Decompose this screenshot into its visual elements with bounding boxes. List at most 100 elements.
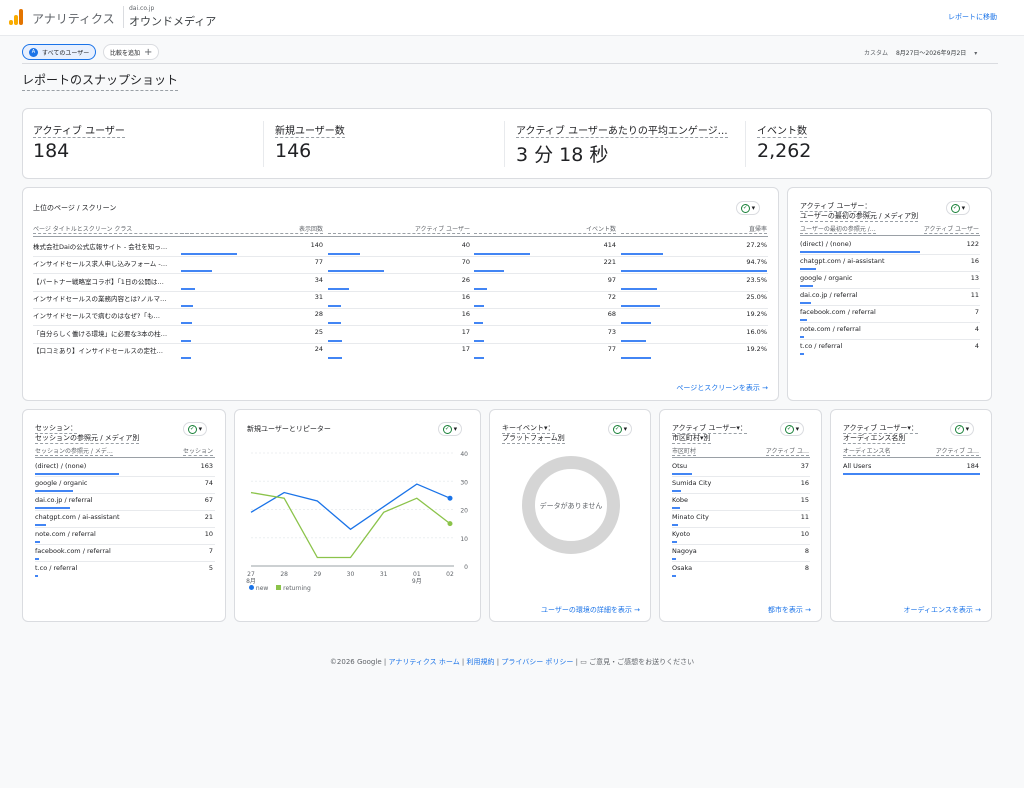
table-cell: 221 [603,258,616,267]
row-label[interactable]: facebook.com / referral [35,547,111,555]
metric-label[interactable]: アクティブ ユーザーあたりの平均エンゲージ… [516,122,728,138]
metric-label[interactable]: イベント数 [757,122,807,138]
top-bar: アナリティクス dai.co.jp オウンドメディア レポートに移動 [0,0,1024,36]
y-tick-label: 30 [460,479,468,486]
divider [672,544,810,545]
status-check-button[interactable]: ✓ ▾ [438,422,462,436]
value-bar [800,285,813,287]
column-header[interactable]: アクティブ ユーザー [923,226,979,234]
add-comparison-button[interactable]: 比較を追加 + [103,44,160,60]
view-platform-link[interactable]: ユーザーの環境の詳細を表示 → [541,606,640,614]
divider [35,457,215,458]
footer-feedback-link[interactable]: ご意見・ご感想をお送りください [589,658,695,666]
divider [672,493,810,494]
row-label[interactable]: Sumida City [672,479,712,487]
row-label[interactable]: Kobe [672,496,689,504]
footer-home-link[interactable]: アナリティクス ホーム [388,658,460,666]
row-label[interactable]: (direct) / (none) [800,240,852,248]
divider [33,290,768,292]
table-cell: 17 [461,344,470,353]
page-title-cell[interactable]: 【パートナー戦略室コラボ】「1日の公開は… [33,277,164,286]
column-header[interactable]: ページ タイトルとスクリーン クラス [33,224,193,234]
value-bar [328,253,360,255]
view-pages-link[interactable]: ページとスクリーンを表示 → [676,384,768,392]
status-check-button[interactable]: ✓ ▾ [950,422,974,436]
city-card: アクティブ ユーザー▾： 市区町村▾別 ✓ ▾ 市区町村 アクティブ ユ… Otsu 3… [659,409,822,622]
row-label[interactable]: dai.co.jp / referral [800,291,858,299]
row-label[interactable]: dai.co.jp / referral [35,496,93,504]
row-label[interactable]: (direct) / (none) [35,462,87,470]
x-tick-label: 29 [314,571,322,578]
column-header[interactable]: セッション [182,448,213,456]
row-label[interactable]: t.co / referral [35,564,78,572]
feedback-icon: ▭ [580,658,587,666]
column-header[interactable]: ユーザーの最初の参照元 /… [800,226,876,234]
row-label[interactable]: facebook.com / referral [800,308,876,316]
row-label[interactable]: google / organic [800,274,853,282]
card-title-line1[interactable]: キーイベント▾： [502,424,555,434]
column-header[interactable]: 市区町村 [672,448,697,456]
chevron-down-icon: ▾ [965,425,970,433]
divider [800,305,980,306]
series-returning-point[interactable] [447,521,453,527]
row-value: 67 [204,496,213,504]
segment-chip[interactable]: A すべてのユーザー [22,44,97,60]
row-label[interactable]: All Users [843,462,872,470]
value-bar [328,356,342,359]
row-label[interactable]: note.com / referral [35,530,96,538]
table-cell: 73 [607,327,616,336]
row-label[interactable]: note.com / referral [800,325,861,333]
property-name[interactable]: オウンドメディア [129,15,217,28]
column-header[interactable]: イベント数 [474,224,616,234]
page-title-cell[interactable]: インサイドセールス求人申し込みフォーム -… [33,260,168,269]
status-check-button[interactable]: ✓ ▾ [183,422,207,436]
footer-privacy-link[interactable]: プライバシー ポリシー [501,658,574,666]
status-check-button[interactable]: ✓ ▾ [736,201,760,215]
divider [33,325,768,327]
status-check-button[interactable]: ✓ ▾ [608,422,632,436]
x-tick-label: 27 [247,571,255,578]
view-cities-link[interactable]: 都市を表示 → [767,606,811,614]
row-label[interactable]: Osaka [672,564,693,572]
status-check-button[interactable]: ✓ ▾ [946,201,970,215]
card-title-line1[interactable]: アクティブ ユーザー▾： [672,424,747,434]
card-title-line2: プラットフォーム別 [502,434,565,444]
page-title-cell[interactable]: インサイドセールスで病むのはなぜ?「も… [33,312,160,321]
row-label[interactable]: t.co / referral [800,342,843,350]
column-header[interactable]: セッションの参照元 / メデ… [35,448,113,456]
page-title-cell[interactable]: 【口コミあり】インサイドセールスの定社… [33,346,163,355]
row-label[interactable]: google / organic [35,479,88,487]
account-name[interactable]: dai.co.jp [129,5,155,12]
card-title-line2[interactable]: 市区町村▾別 [672,434,711,444]
column-header[interactable]: アクティブ ユーザー [328,224,470,234]
row-label[interactable]: Nagoya [672,547,697,555]
column-header[interactable]: アクティブ ユ… [935,448,979,456]
value-bar [474,356,485,359]
page-title-cell[interactable]: 株式会社Daiの公式広報サイト - 会社を知っ… [33,243,168,251]
column-header[interactable]: 直帰率 [621,224,767,234]
column-header[interactable]: アクティブ ユ… [765,448,809,456]
page-title-cell[interactable]: インサイドセールスの業務内容とは?ノルマ… [33,294,167,303]
footer-terms-link[interactable]: 利用規約 [466,658,495,666]
metric-label[interactable]: 新規ユーザー数 [275,122,345,138]
divider [33,342,768,344]
row-label[interactable]: chatgpt.com / ai-assistant [35,513,120,521]
row-value: 8 [804,547,809,555]
status-check-button[interactable]: ✓ ▾ [780,422,804,436]
row-label[interactable]: Minato City [672,513,709,521]
view-audiences-link[interactable]: オーディエンスを表示 → [903,606,981,614]
card-title-line1[interactable]: アクティブ ユーザー▾： [843,424,918,434]
column-header[interactable]: 表示回数 [181,224,323,234]
date-range-picker[interactable]: カスタム 8月27日～2026年9月2日 ▾ [864,48,977,57]
table-cell: 25 [314,327,323,336]
series-new-point[interactable] [447,495,453,501]
column-header[interactable]: オーディエンス名 [843,448,891,456]
check-circle-icon: ✓ [612,424,622,434]
page-title-cell[interactable]: 「自分らしく働ける環境」に必要な3本の柱… [33,329,168,338]
report-link[interactable]: レポートに移動 [948,13,997,21]
row-label[interactable]: Otsu [672,462,688,470]
row-label[interactable]: Kyoto [672,530,691,538]
row-label[interactable]: chatgpt.com / ai-assistant [800,257,885,265]
value-bar [328,322,341,325]
metric-label[interactable]: アクティブ ユーザー [33,122,125,138]
